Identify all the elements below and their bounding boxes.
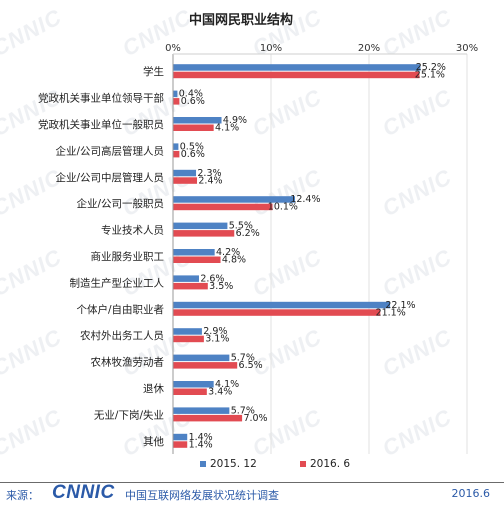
category-label: 企业/公司高层管理人员 xyxy=(55,144,164,157)
bar-series1 xyxy=(173,222,228,230)
data-label: 4.9% xyxy=(223,115,247,126)
data-label: 22.1% xyxy=(385,300,415,311)
data-label: 6.5% xyxy=(239,360,263,371)
bar-series2 xyxy=(173,203,273,211)
bar-series2 xyxy=(173,124,214,131)
data-label: 1.4% xyxy=(189,432,213,443)
footer-organization: 中国互联网络发展状况统计调查 xyxy=(125,489,279,502)
category-label: 学生 xyxy=(143,65,164,78)
bar-series2 xyxy=(173,441,188,448)
data-label: 2.9% xyxy=(203,326,227,337)
category-label: 商业服务业职工 xyxy=(91,250,165,263)
category-label: 党政机关事业单位领导干部 xyxy=(38,92,164,105)
bar-series2 xyxy=(173,71,420,79)
category-label: 制造生产型企业工人 xyxy=(70,276,165,289)
bar-series2 xyxy=(173,309,381,316)
bar-series1 xyxy=(173,407,230,414)
category-label: 专业技术人员 xyxy=(101,224,164,237)
data-label: 3.5% xyxy=(209,281,233,292)
bar-series2 xyxy=(173,177,198,184)
data-label: 3.1% xyxy=(205,334,229,345)
bar-series1 xyxy=(173,143,179,150)
category-label: 企业/公司一般职员 xyxy=(76,197,164,210)
bar-series1 xyxy=(173,328,202,335)
bar-series2 xyxy=(173,335,204,343)
bar-series1 xyxy=(173,64,421,71)
data-label: 4.8% xyxy=(222,255,246,266)
category-label: 其他 xyxy=(143,435,164,448)
x-tick-label: 30% xyxy=(456,43,478,54)
occupation-bar-chart: 中国网民职业结构 0% 10% 20% 30% 学生党政机关事业单位领导干部党政机关事… xyxy=(38,12,478,470)
bar-series1 xyxy=(173,169,197,177)
x-tick-label: 20% xyxy=(358,43,380,54)
category-label: 个体户/自由职业者 xyxy=(76,303,164,316)
bar-series1 xyxy=(173,301,391,309)
data-label: 0.5% xyxy=(180,141,204,152)
bar-series1 xyxy=(173,90,178,98)
data-label: 0.6% xyxy=(181,149,205,160)
bar-series2 xyxy=(173,414,243,422)
bar-series1 xyxy=(173,117,222,124)
bar-series2 xyxy=(173,230,235,237)
chart-title: 中国网民职业结构 xyxy=(189,12,293,28)
data-label: 4.1% xyxy=(215,379,239,390)
data-label: 4.1% xyxy=(215,123,239,134)
data-label: 4.2% xyxy=(216,247,240,258)
data-label: 2.4% xyxy=(198,175,222,186)
legend-label: 2016. 6 xyxy=(310,458,350,470)
bar-series1 xyxy=(173,196,296,203)
data-label: 10.1% xyxy=(268,202,298,213)
data-label: 7.0% xyxy=(243,413,267,424)
bar-series2 xyxy=(173,150,180,158)
bar-series2 xyxy=(173,362,238,369)
data-label: 5.7% xyxy=(231,405,255,416)
legend-swatch xyxy=(200,461,206,467)
cnnic-logo: CNNIC xyxy=(52,482,115,503)
category-label: 退休 xyxy=(143,383,164,395)
legend-swatch xyxy=(300,461,306,467)
data-label: 25.1% xyxy=(415,70,445,81)
data-label: 5.7% xyxy=(231,353,255,364)
footer-date: 2016.6 xyxy=(451,487,491,500)
x-tick-label: 10% xyxy=(260,43,282,54)
data-label: 25.2% xyxy=(416,62,446,73)
category-label: 企业/公司中层管理人员 xyxy=(55,171,164,184)
bar-series1 xyxy=(173,381,214,388)
data-label: 3.4% xyxy=(208,387,232,398)
legend-label: 2015. 12 xyxy=(210,458,257,470)
category-label: 农村外出务工人员 xyxy=(80,329,164,342)
category-label: 党政机关事业单位一般职员 xyxy=(38,118,164,131)
data-label: 2.3% xyxy=(197,168,221,179)
bar-series1 xyxy=(173,275,199,282)
data-label: 6.2% xyxy=(236,228,260,239)
data-label: 1.4% xyxy=(189,439,213,450)
data-label: 5.5% xyxy=(229,221,253,232)
x-tick-label: 0% xyxy=(165,43,181,54)
footer-divider xyxy=(0,482,504,483)
data-label: 21.1% xyxy=(376,307,406,318)
bar-series1 xyxy=(173,354,230,362)
bar-series2 xyxy=(173,256,221,263)
data-label: 0.6% xyxy=(181,96,205,107)
bar-series2 xyxy=(173,282,208,290)
bar-series1 xyxy=(173,249,215,256)
bar-series1 xyxy=(173,433,188,441)
data-label: 12.4% xyxy=(290,194,320,205)
data-label: 0.4% xyxy=(179,89,203,100)
footer-source-label: 来源： xyxy=(6,489,39,502)
bar-series2 xyxy=(173,388,207,395)
data-label: 2.6% xyxy=(200,273,224,284)
bar-series2 xyxy=(173,98,180,105)
category-label: 农林牧渔劳动者 xyxy=(91,356,165,369)
category-label: 无业/下岗/失业 xyxy=(94,408,164,421)
